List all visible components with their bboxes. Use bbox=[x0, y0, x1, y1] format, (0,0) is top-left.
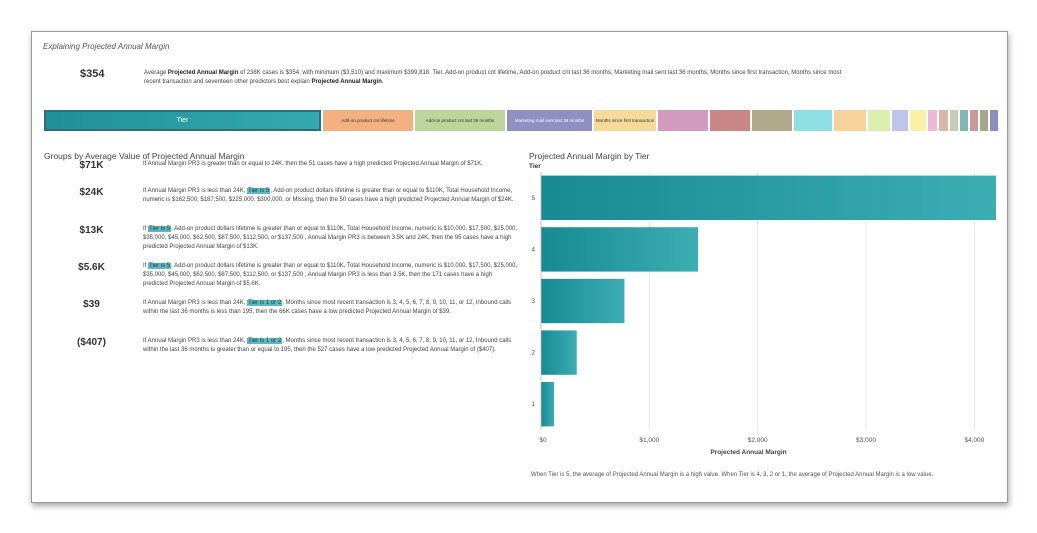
y-tick-label: 3 bbox=[531, 298, 535, 305]
bar-tier-3[interactable] bbox=[541, 278, 625, 324]
bar-tier-2[interactable] bbox=[541, 330, 577, 375]
predictor-segment[interactable] bbox=[910, 110, 926, 131]
predictor-label: Tier bbox=[176, 117, 189, 124]
y-tick-label: 5 bbox=[531, 195, 535, 202]
predictor-segment[interactable]: Marketing mail sent last 36 months bbox=[507, 110, 592, 131]
x-tick-label: $0 bbox=[539, 437, 547, 444]
explain-panel: Explaining Projected Annual Margin $354 … bbox=[31, 31, 1008, 503]
panel-title: Explaining Projected Annual Margin bbox=[43, 42, 170, 51]
tier-bar-chart: Tier $0 $1,000 $2,000 $3,000 $4,000 5 4 3 2 1 Proje… bbox=[529, 163, 996, 456]
predictor-segment[interactable] bbox=[939, 110, 948, 131]
tier-highlight[interactable]: Tier is 5 bbox=[148, 263, 172, 269]
group-text: , Add-on product dollars lifetime is gre… bbox=[143, 188, 514, 203]
predictor-segment[interactable]: Months since first transaction bbox=[594, 110, 656, 131]
group-description: If Annual Margin PR3 is less than 24K, T… bbox=[143, 187, 518, 205]
bar-tier-4[interactable] bbox=[541, 227, 699, 272]
predictor-segment[interactable] bbox=[928, 110, 937, 131]
group-text: , Months since most recent transaction i… bbox=[143, 300, 512, 315]
x-axis-label: Projected Annual Margin bbox=[710, 449, 786, 456]
group-value: $13K bbox=[79, 225, 104, 236]
summary-text-part: Average bbox=[144, 70, 168, 76]
summary-text: Average Projected Annual Margin of 238K … bbox=[144, 69, 844, 87]
predictor-label: Add-on product cnt lifetime bbox=[341, 118, 395, 123]
group-text: , Add-on product dollars lifetime is gre… bbox=[143, 263, 518, 287]
predictor-label: Add-on product cnt last 36 months bbox=[425, 118, 495, 123]
predictor-segment[interactable] bbox=[794, 110, 832, 131]
y-tick-label: 2 bbox=[531, 350, 535, 357]
chart-footer-text: When Tier is 5, the average of Projected… bbox=[531, 472, 934, 478]
x-tick-label: $4,000 bbox=[964, 437, 984, 444]
predictor-label: Months since first transaction bbox=[595, 118, 655, 123]
y-tick-label: 1 bbox=[531, 401, 535, 408]
x-tick-label: $1,000 bbox=[639, 437, 659, 444]
group-description: If Tier is 5, Add-on product dollars lif… bbox=[143, 262, 518, 289]
x-tick-label: $2,000 bbox=[748, 437, 768, 444]
predictor-segment[interactable]: Add-on product cnt lifetime bbox=[323, 110, 413, 131]
tier-highlight[interactable]: Tier is 1 or 2 bbox=[247, 338, 283, 344]
predictor-segment[interactable]: Add-on product cnt last 36 months bbox=[415, 110, 505, 131]
group-description: If Annual Margin PR3 is less than 24K, T… bbox=[143, 337, 518, 355]
x-tick-label: $3,000 bbox=[856, 437, 876, 444]
predictor-importance-strip: Tier Add-on product cnt lifetime Add-on pr… bbox=[44, 110, 999, 131]
group-description: If Annual Margin PR3 is greater than or … bbox=[143, 160, 518, 169]
predictor-segment[interactable] bbox=[868, 110, 890, 131]
predictor-segment[interactable] bbox=[950, 110, 958, 131]
chart-title: Projected Annual Margin by Tier bbox=[529, 151, 650, 161]
group-text: If Annual Margin PR3 is less than 24K, bbox=[143, 338, 248, 344]
predictor-segment[interactable] bbox=[970, 110, 978, 131]
group-text: , Add-on product dollars lifetime is gre… bbox=[143, 226, 518, 250]
predictor-segment[interactable] bbox=[990, 110, 998, 131]
group-description: If Annual Margin PR3 is less than 24K, T… bbox=[143, 299, 518, 317]
group-text: If bbox=[143, 226, 149, 232]
summary-text-part: of 238K cases is $354, with minimum ($3,… bbox=[144, 70, 842, 85]
predictor-segment[interactable]: Tier bbox=[44, 110, 321, 131]
tier-highlight[interactable]: Tier is 5 bbox=[247, 188, 271, 194]
group-description: If Tier is 5, Add-on product dollars lif… bbox=[143, 225, 518, 252]
group-text: , Months since most recent transaction i… bbox=[143, 338, 512, 353]
y-axis-label: Tier bbox=[529, 163, 541, 170]
group-value: $71K bbox=[79, 160, 104, 171]
tier-highlight[interactable]: Tier is 5 bbox=[148, 226, 172, 232]
bar-tier-5[interactable] bbox=[541, 175, 996, 220]
predictor-segment[interactable] bbox=[980, 110, 988, 131]
group-text: If Annual Margin PR3 is greater than or … bbox=[143, 161, 483, 167]
predictor-segment[interactable] bbox=[710, 110, 750, 131]
group-value: $5.6K bbox=[78, 262, 105, 273]
y-tick-label: 4 bbox=[531, 246, 535, 253]
summary-text-target: Projected Annual Margin bbox=[167, 70, 239, 76]
predictor-segment[interactable] bbox=[834, 110, 866, 131]
summary-text-part: . bbox=[381, 79, 384, 85]
group-text: If bbox=[143, 263, 149, 269]
predictor-label: Marketing mail sent last 36 months bbox=[514, 118, 585, 123]
group-value: ($407) bbox=[77, 337, 106, 348]
group-text: If Annual Margin PR3 is less than 24K, bbox=[143, 188, 248, 194]
groups-title: Groups by Average Value of Projected Ann… bbox=[44, 151, 245, 161]
group-text: If Annual Margin PR3 is less than 24K, bbox=[143, 300, 248, 306]
summary-text-target: Projected Annual Margin bbox=[311, 79, 382, 85]
summary-average-value: $354 bbox=[80, 68, 105, 80]
predictor-segment[interactable] bbox=[752, 110, 792, 131]
bar-tier-1[interactable] bbox=[541, 382, 554, 427]
group-value: $24K bbox=[79, 187, 104, 198]
predictor-segment[interactable] bbox=[960, 110, 968, 131]
group-value: $39 bbox=[83, 299, 100, 310]
predictor-segment[interactable] bbox=[658, 110, 708, 131]
predictor-segment[interactable] bbox=[892, 110, 908, 131]
tier-highlight[interactable]: Tier is 1 or 2 bbox=[247, 300, 283, 306]
